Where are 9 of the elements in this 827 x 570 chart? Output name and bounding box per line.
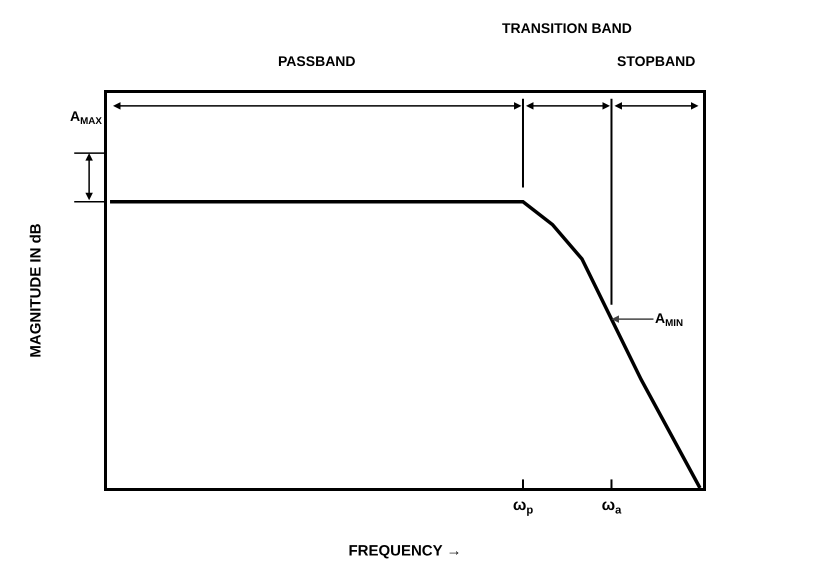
y-axis-title: MAGNITUDE IN dB [28,223,44,358]
x-axis-title: FREQUENCY → [348,542,462,560]
x-tick-label: ω$_{a}$ [602,496,622,516]
text: A$_{MAX}$ [70,108,102,127]
text: STOPBAND [617,53,696,69]
text: PASSBAND [278,53,356,69]
x-tick-label: ω$_{p}$ [512,496,534,516]
annotation: A$_{MIN}$ [655,310,684,329]
text: TRANSITION BAND [502,20,632,36]
